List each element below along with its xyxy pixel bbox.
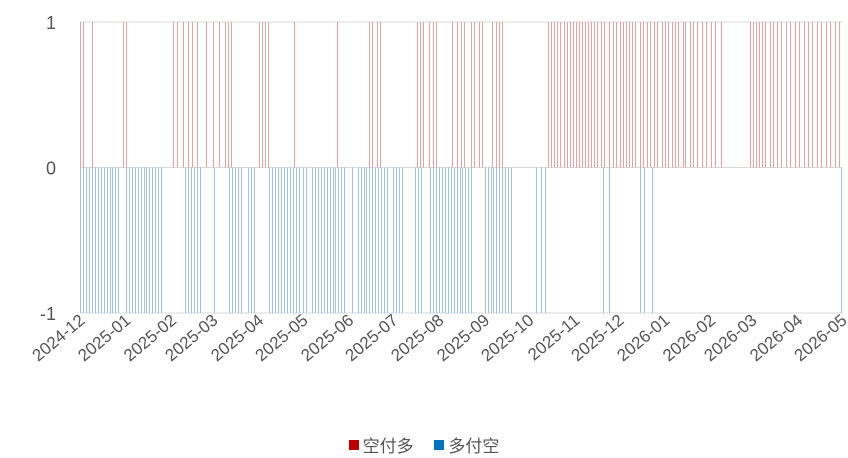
y-tick-label: 0: [46, 159, 56, 179]
y-axis-ticks: 1 0 -1: [40, 13, 56, 324]
legend-swatch-blue: [434, 439, 445, 450]
series-bars-duo-fu-kong: [80, 167, 842, 313]
legend-item-kong-fu-duo: 空付多: [348, 432, 414, 457]
legend-swatch-red: [348, 439, 359, 450]
y-tick-label: -1: [40, 304, 56, 324]
legend: 空付多 多付空: [0, 432, 848, 457]
chart-canvas: 1 0 -1 2024-122025-012025-022025-032025-04…: [29, 13, 848, 366]
legend-label-duo-fu-kong: 多付空: [448, 437, 500, 456]
y-tick-label: 1: [46, 13, 56, 33]
series-bars-kong-fu-duo: [80, 22, 840, 168]
x-axis-ticks: 2024-122025-012025-022025-032025-042025-…: [29, 311, 848, 366]
legend-item-duo-fu-kong: 多付空: [434, 432, 499, 457]
legend-label-kong-fu-duo: 空付多: [362, 437, 414, 456]
